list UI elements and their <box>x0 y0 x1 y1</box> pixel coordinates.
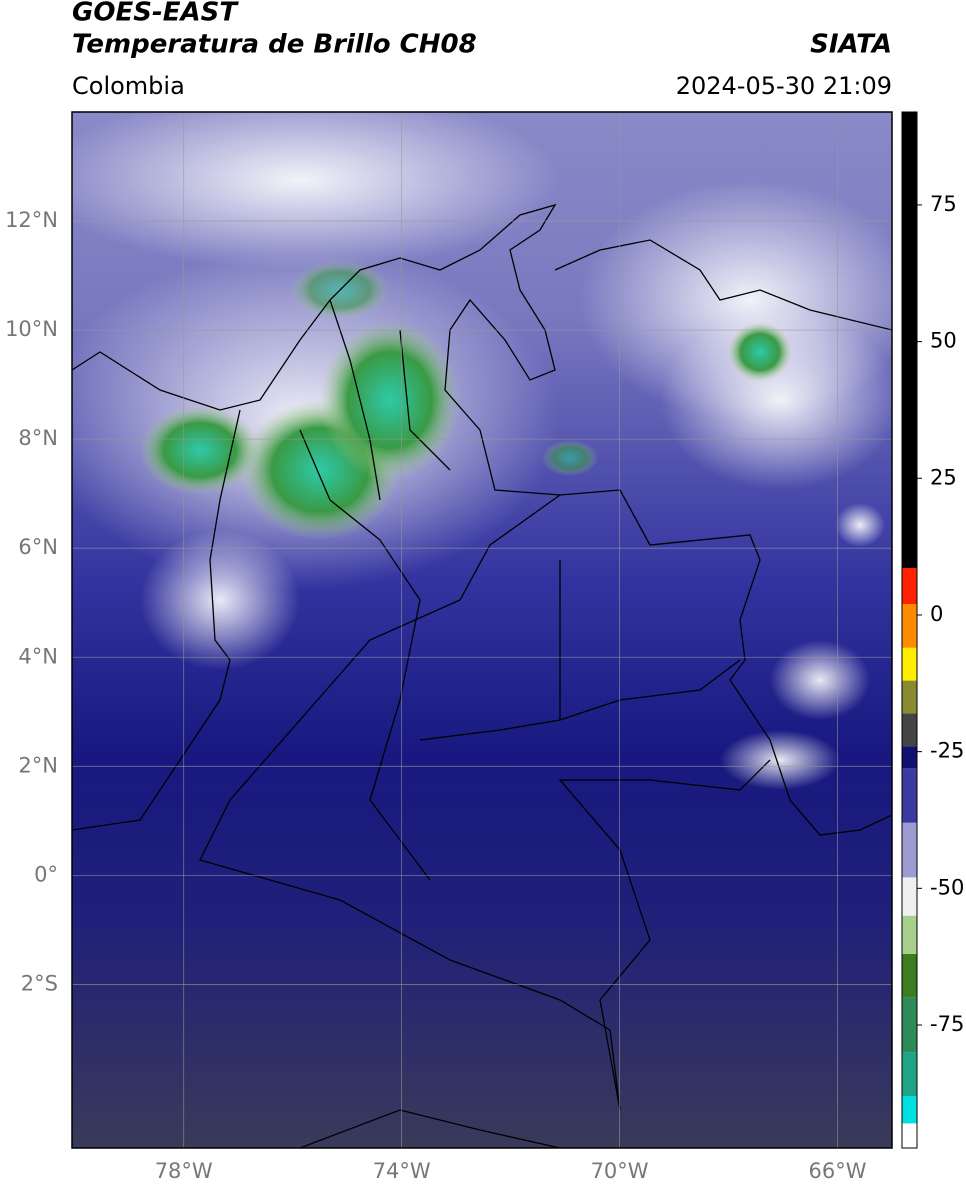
y-tick-label: 6°N <box>18 535 58 559</box>
colorbar-band <box>902 604 917 648</box>
colorbar-band <box>902 877 917 916</box>
timestamp: 2024-05-30 21:09 <box>676 72 892 100</box>
x-tick-label: 70°W <box>591 1159 649 1183</box>
x-tick-label: 74°W <box>373 1159 431 1183</box>
y-tick-label: 0° <box>34 862 58 886</box>
colorbar-tick-label: -75 <box>930 1012 964 1036</box>
colorbar-tick-label: 0 <box>930 602 943 626</box>
colorbar-tick-label: -50 <box>930 875 964 899</box>
colorbar-band <box>902 1096 917 1124</box>
colorbar-band <box>902 567 917 605</box>
y-tick-label: 2°S <box>21 971 58 995</box>
colorbar-tick-label: 75 <box>930 192 957 216</box>
subtitle: Temperatura de Brillo CH08 <box>72 30 477 60</box>
colorbar-band <box>902 112 917 568</box>
colorbar-band <box>902 1123 917 1148</box>
y-tick-label: 8°N <box>18 426 58 450</box>
colorbar-band <box>902 1052 917 1097</box>
colorbar-band <box>902 713 917 747</box>
colorbar-tick-label: -25 <box>930 739 964 763</box>
colorbar: 75 50 25 0 -25 -50 -75 <box>902 112 964 1148</box>
grid <box>72 112 892 1148</box>
colorbar-band <box>902 746 917 769</box>
colorbar-band <box>902 647 917 681</box>
colorbar-frame <box>901 111 918 1149</box>
colorbar-band <box>902 997 917 1053</box>
x-tick-label: 78°W <box>155 1159 213 1183</box>
colorbar-band <box>902 953 917 998</box>
colorbar-band <box>902 680 917 714</box>
colorbar-tick-label: 50 <box>930 329 957 353</box>
y-tick-label: 10°N <box>5 317 58 341</box>
y-tick-label: 12°N <box>5 208 58 232</box>
satellite-image <box>72 112 892 1148</box>
x-tick-label: 66°W <box>809 1159 867 1183</box>
y-tick-label: 2°N <box>18 753 58 777</box>
colorbar-band <box>902 768 917 823</box>
region: Colombia <box>72 72 185 100</box>
colorbar-band <box>902 915 917 954</box>
colorbar-band <box>902 822 917 878</box>
title: GOES-EAST <box>72 0 239 28</box>
source: SIATA <box>810 30 892 60</box>
y-tick-label: 4°N <box>18 644 58 668</box>
colorbar-tick-label: 25 <box>930 465 957 489</box>
map-frame <box>71 111 893 1149</box>
